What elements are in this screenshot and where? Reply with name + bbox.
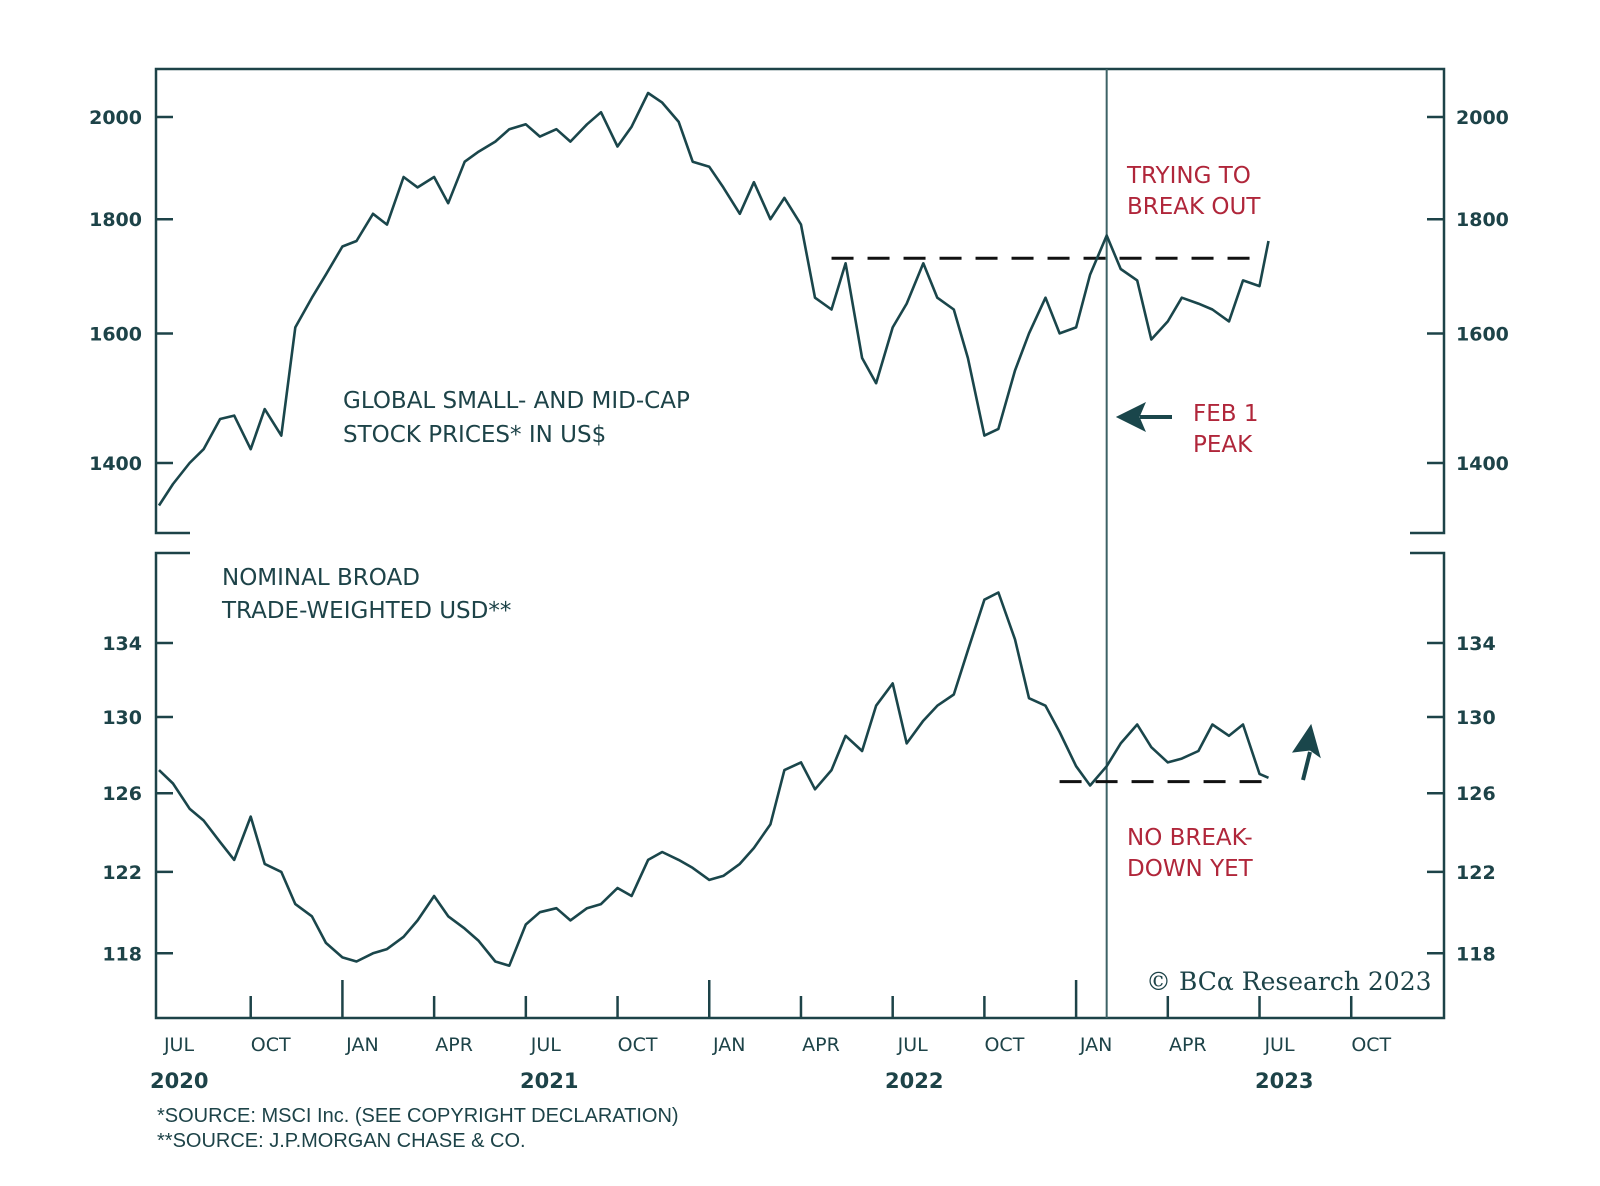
y-tick-label: 118: [1456, 943, 1496, 965]
x-tick-label: APR: [802, 1034, 840, 1056]
x-tick-label: OCT: [1351, 1034, 1391, 1056]
x-tick-label: JUL: [1263, 1034, 1295, 1056]
feb-peak-annotation-line-1: FEB 1: [1193, 401, 1259, 427]
y-tick-label: 2000: [89, 107, 142, 129]
y-tick-label: 1600: [89, 323, 142, 345]
y-tick-label: 130: [102, 707, 142, 729]
x-tick-label: APR: [1169, 1034, 1207, 1056]
y-tick-label: 122: [102, 862, 142, 884]
usd-series-line: [158, 591, 1270, 967]
no-breakdown-annotation-line-1: NO BREAK-: [1127, 825, 1253, 851]
x-tick-label: JAN: [345, 1034, 378, 1056]
y-tick-label: 126: [1456, 783, 1496, 805]
top-series-label-line-2: STOCK PRICES* IN US$: [343, 422, 606, 448]
x-tick-label: OCT: [984, 1034, 1024, 1056]
bottom-y-axis-right: 118 122 126 130 134: [1427, 633, 1496, 965]
y-tick-label: 2000: [1456, 107, 1509, 129]
x-tick-label: JAN: [712, 1034, 745, 1056]
no-breakdown-annotation-line-2: DOWN YET: [1127, 856, 1254, 882]
y-tick-label: 1800: [1456, 209, 1509, 231]
y-tick-label: 1400: [89, 453, 142, 475]
y-tick-label: 1800: [89, 209, 142, 231]
breakout-annotation-line-2: BREAK OUT: [1127, 194, 1261, 220]
stock-price-series-line: [157, 91, 1270, 507]
x-tick-label: JUL: [163, 1034, 195, 1056]
x-axis: JUL OCT JAN APR JUL OCT JAN APR JUL OCT JAN APR JUL O…: [150, 980, 1392, 1093]
up-arrow-icon: [1291, 723, 1321, 781]
top-series-label-line-1: GLOBAL SMALL- AND MID-CAP: [343, 388, 690, 414]
footnote-jpmorgan: **SOURCE: J.P.MORGAN CHASE & CO.: [157, 1130, 526, 1152]
y-tick-label: 126: [102, 783, 142, 805]
x-tick-label: OCT: [618, 1034, 658, 1056]
left-arrow-icon: [1115, 401, 1172, 433]
footnote-msci: *SOURCE: MSCI Inc. (SEE COPYRIGHT DECLAR…: [157, 1105, 679, 1127]
x-year-label: 2020: [150, 1069, 208, 1093]
breakout-annotation-line-1: TRYING TO: [1126, 163, 1251, 189]
x-tick-label: OCT: [251, 1034, 291, 1056]
bottom-y-axis-left: 118 122 126 130 134: [102, 633, 173, 965]
y-tick-label: 1600: [1456, 323, 1509, 345]
top-panel-frame: [154, 67, 1446, 535]
x-tick-label: JUL: [530, 1034, 562, 1056]
x-tick-label: JUL: [897, 1034, 929, 1056]
bottom-series-label-line-1: NOMINAL BROAD: [222, 565, 420, 591]
y-tick-label: 130: [1456, 707, 1496, 729]
x-year-label: 2023: [1255, 1069, 1313, 1093]
x-year-label: 2022: [885, 1069, 943, 1093]
bottom-series-label-line-2: TRADE-WEIGHTED USD**: [221, 598, 511, 624]
x-tick-label: JAN: [1079, 1034, 1112, 1056]
y-tick-label: 134: [1456, 633, 1496, 655]
y-tick-label: 118: [102, 943, 142, 965]
copyright-label: © BCα Research 2023: [1146, 967, 1432, 996]
x-tick-label: APR: [435, 1034, 473, 1056]
y-tick-label: 122: [1456, 862, 1496, 884]
top-y-axis-right: 1400 1600 1800 2000: [1427, 107, 1509, 475]
x-year-label: 2021: [520, 1069, 578, 1093]
y-tick-label: 134: [102, 633, 142, 655]
feb-peak-annotation-line-2: PEAK: [1193, 432, 1253, 458]
top-y-axis-left: 1400 1600 1800 2000: [89, 107, 173, 475]
y-tick-label: 1400: [1456, 453, 1509, 475]
